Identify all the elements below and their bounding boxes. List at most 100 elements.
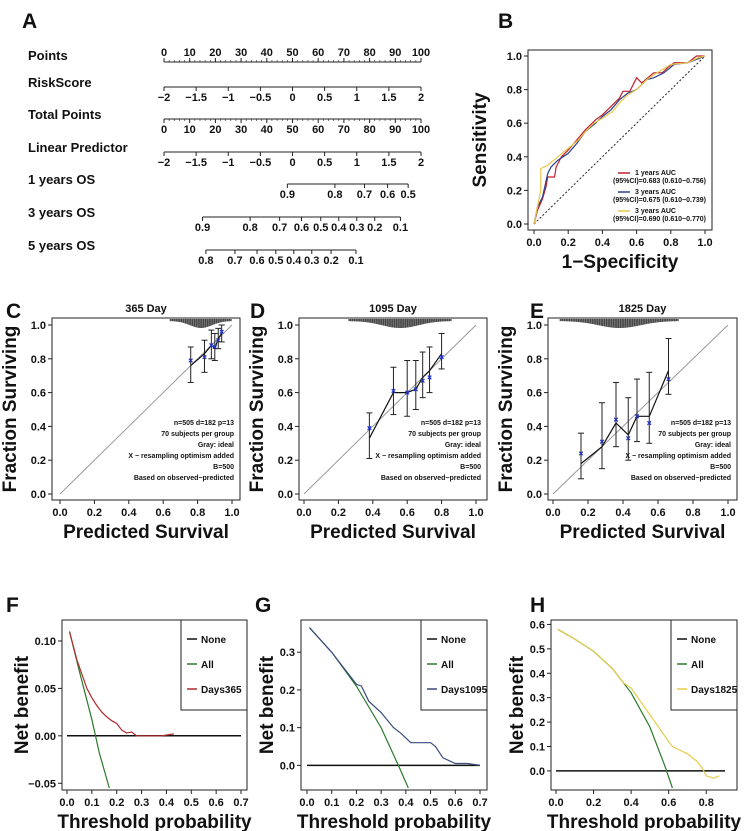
x-tick-label: 0.6 [661,797,676,809]
optimism-marker [626,436,631,441]
x-axis-title: Threshold probability [297,812,492,831]
roc-curve [533,55,705,225]
legend-label: None [441,635,466,646]
legend-label: All [201,660,214,671]
legend-ci: (95%CI)=0.675 (0.610−0.739) [613,197,706,204]
tick-label: 1 [354,92,360,104]
optimism-marker [420,378,425,383]
tick-label: 0.1 [348,255,363,267]
y-tick-label: 0.0 [507,219,522,231]
tick-label: 0.6 [294,222,309,234]
x-axis-title: Predicted Survival [63,522,229,543]
y-tick-label: 0.6 [507,118,522,130]
optimism-marker [647,420,652,426]
tick-label: 50 [286,124,298,136]
x-tick-label: 0.2 [561,237,576,249]
chart-title: 1095 Day [369,303,418,315]
ideal-line [303,324,477,495]
panel-label-B: B [498,10,513,33]
x-tick-label: 0.0 [545,507,560,519]
tick-label: 0.7 [227,255,242,267]
curve-days1095 [309,627,481,766]
y-axis-title: Fraction Surviving [0,326,21,493]
y-tick-label: 0.8 [278,354,293,366]
x-axis-title: Predicted Survival [310,522,476,543]
y-tick-label: 0.8 [507,85,522,97]
tick-label: 20 [209,124,221,136]
x-tick-label: 0.6 [156,507,171,519]
tick-label: 30 [235,47,247,59]
tick-label: 0.5 [317,157,332,169]
tick-label: −0.5 [250,157,272,169]
y-tick-label: 0.2 [507,185,522,197]
legend-box [420,619,488,711]
legend-ci: (95%CI)=0.690 (0.610−0.770) [613,216,706,223]
optimism-marker [391,388,396,394]
tick-label: 0.8 [198,255,213,267]
legend-label: All [441,660,454,671]
y-tick-label: 1.0 [31,320,46,332]
x-tick-label: 0.8 [663,237,678,249]
tick-label: 40 [261,47,273,59]
tick-label: 0.9 [195,222,210,234]
x-tick-label: 0.1 [84,797,99,809]
x-tick-label: 0.6 [629,237,644,249]
x-tick-label: 0.2 [109,797,124,809]
legend-label: All [691,660,704,671]
tick-label: 0.4 [331,222,347,234]
annotation: Gray: ideal [198,442,234,449]
tick-label: 0.9 [280,189,295,201]
optimism-marker [613,417,619,422]
x-axis-title: Predicted Survival [560,522,726,543]
x-tick-label: 1.0 [468,507,483,519]
x-tick-label: 0.4 [121,507,137,519]
nomogram-row: 5 years OS 0.8 0.7 0.6 0.5 0.4 0.3 0.2 0.1 [28,238,364,267]
y-tick-label: 0.10 [35,636,56,648]
tick-label: 50 [286,47,298,59]
panel-label-G: G [255,594,271,617]
x-tick-label: 0.8 [699,797,714,809]
annotation: X − resampling optimism added [375,453,481,460]
plot-frame [527,49,713,231]
nomogram-row: Points 0 10 20 30 40 50 60 70 80 90 100 [28,47,430,63]
curve-days365 [68,631,174,737]
tick-label: 0.5 [401,189,416,201]
tick-label: 0.3 [349,222,364,234]
legend-box [180,619,248,711]
x-tick-label: 0.2 [586,797,601,809]
tick-label: 0.1 [393,222,408,234]
tick-label: 0 [161,124,167,136]
tick-label: 2 [418,92,424,104]
x-tick-label: 0.4 [623,797,639,809]
x-tick-label: 0.3 [373,797,388,809]
row-label: 1 years OS [28,172,96,187]
y-tick-label: 0.8 [527,354,542,366]
x-tick-label: 0.8 [685,507,700,519]
tick-label: 2 [418,157,424,169]
tick-label: 0.7 [357,189,372,201]
annotation: X − resampling optimism added [625,453,731,460]
tick-label: 1 [354,157,360,169]
x-tick-label: 0.8 [190,507,205,519]
row-label: Total Points [28,107,101,122]
annotation: n=505 d=182 p=13 [671,420,731,427]
annotation: n=505 d=182 p=13 [174,420,234,427]
x-tick-label: 0.7 [233,797,248,809]
row-label: RiskScore [28,75,92,90]
x-tick-label: 0.5 [184,797,199,809]
tick-label: 1.5 [381,157,396,169]
calibration-chart-D: 0.0 0.2 0.4 0.6 0.8 1.0 0.0 0.2 0.4 0.6 0.8 1.0 Pred… [247,303,488,543]
tick-label: 0.3 [304,255,319,267]
y-tick-label: 0.8 [31,354,46,366]
tick-label: 0.8 [327,189,342,201]
chart-title: 365 Day [125,303,167,315]
x-tick-label: 0.5 [423,797,438,809]
annotation: X − resampling optimism added [128,453,234,460]
legend-label: 3 years AUC [635,189,676,196]
tick-label: 0.6 [249,255,264,267]
decision-curve-H: 0.0 0.2 0.4 0.6 0.8 0.0 0.1 0.2 0.3 0.4 0.5 0.6 Thre… [507,619,742,831]
y-tick-label: 0.2 [278,455,293,467]
annotation: 70 subjects per group [408,431,481,438]
optimism-marker [188,358,193,363]
